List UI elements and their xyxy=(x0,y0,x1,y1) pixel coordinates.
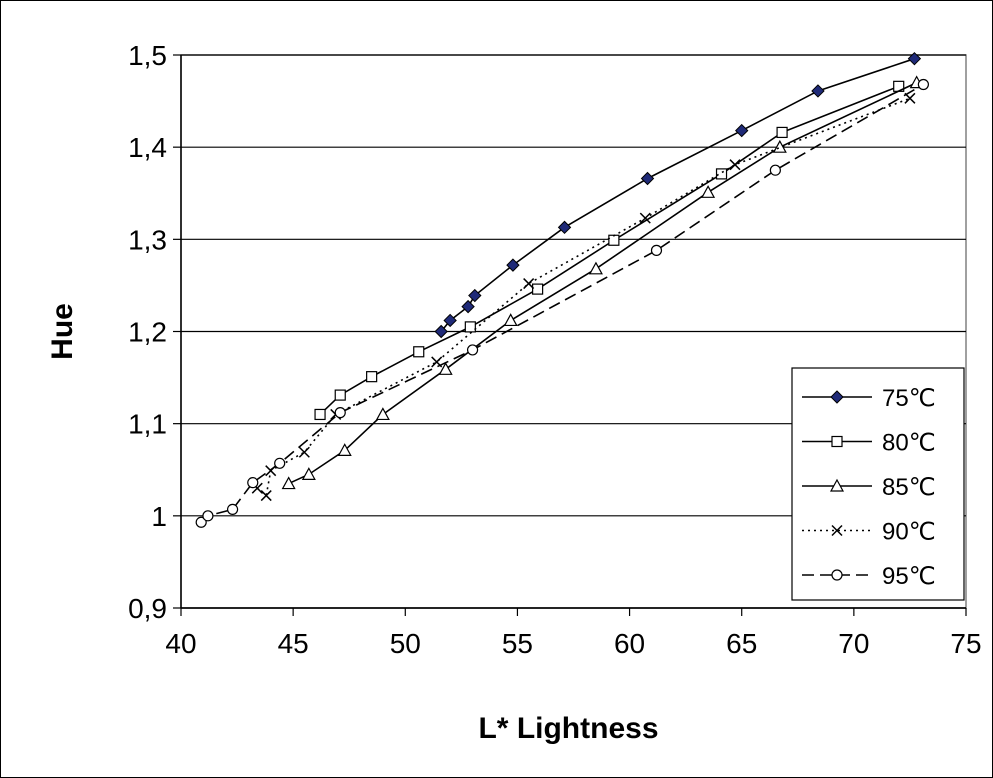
data-point xyxy=(274,457,286,469)
x-tick-label: 70 xyxy=(838,628,869,659)
data-point xyxy=(588,261,603,275)
x-tick-label: 60 xyxy=(614,628,645,659)
data-point xyxy=(461,299,475,314)
data-point xyxy=(337,443,352,456)
y-tick-label: 1 xyxy=(151,501,167,532)
data-point xyxy=(298,446,310,458)
legend-label: 95℃ xyxy=(882,563,936,590)
data-point xyxy=(314,408,326,421)
y-tick-label: 1,2 xyxy=(128,317,167,348)
data-point xyxy=(831,524,843,537)
series-2 xyxy=(314,80,905,421)
data-point xyxy=(639,212,651,224)
data-point-stroke xyxy=(260,490,272,502)
data-point xyxy=(413,346,425,358)
data-point xyxy=(503,313,518,327)
series-line xyxy=(200,83,924,523)
data-point-stroke xyxy=(431,356,443,368)
series-3 xyxy=(281,75,924,490)
y-tick-label: 1,3 xyxy=(128,224,167,255)
data-point-stroke xyxy=(298,446,310,458)
data-point xyxy=(226,503,239,515)
data-point xyxy=(443,313,457,328)
data-point xyxy=(776,126,788,139)
x-tick-label: 45 xyxy=(278,628,309,659)
data-point xyxy=(829,478,845,492)
data-point xyxy=(715,168,728,180)
y-tick-label: 0,9 xyxy=(128,593,167,624)
x-tick-label: 40 xyxy=(165,628,196,659)
data-point xyxy=(334,389,346,401)
x-axis-title: L* Lightness xyxy=(478,712,658,745)
data-point xyxy=(202,510,214,522)
data-point xyxy=(701,185,716,198)
data-point-stroke xyxy=(904,92,916,104)
data-point xyxy=(907,51,922,66)
data-point-stroke xyxy=(251,482,263,494)
x-tick-label: 50 xyxy=(390,628,421,659)
data-point-stroke xyxy=(729,159,741,171)
data-point xyxy=(532,283,544,295)
data-point xyxy=(557,220,572,235)
data-point xyxy=(366,371,378,383)
legend-label: 85℃ xyxy=(882,474,936,501)
legend-item: 90℃ xyxy=(802,519,936,546)
data-point xyxy=(466,344,479,356)
y-tick-label: 1,4 xyxy=(128,132,167,163)
series-line xyxy=(319,85,900,416)
data-point xyxy=(195,516,207,528)
y-axis-title: Hue xyxy=(46,303,79,360)
y-tick-label: 1,5 xyxy=(128,40,167,71)
data-point xyxy=(301,467,316,480)
data-point xyxy=(830,390,844,404)
legend-item: 75℃ xyxy=(802,385,936,412)
legend-item: 85℃ xyxy=(802,474,936,501)
data-point xyxy=(334,407,346,419)
data-point xyxy=(917,78,929,91)
legend-label: 80℃ xyxy=(882,430,936,457)
data-point xyxy=(523,278,535,290)
data-point-stroke xyxy=(523,278,535,290)
legend-item: 95℃ xyxy=(802,563,936,590)
series-line xyxy=(288,81,917,485)
data-point xyxy=(650,244,663,256)
legend-item: 80℃ xyxy=(802,430,936,457)
x-tick-label: 65 xyxy=(726,628,757,659)
data-point xyxy=(640,171,655,186)
data-point xyxy=(831,435,843,448)
legend-box xyxy=(791,367,965,601)
data-point xyxy=(375,407,390,421)
data-point xyxy=(260,490,272,502)
data-point xyxy=(831,569,843,581)
data-point xyxy=(735,123,749,138)
data-point xyxy=(247,477,259,489)
series-line xyxy=(440,57,915,333)
series-line xyxy=(256,97,911,498)
x-tick-label: 55 xyxy=(502,628,533,659)
data-point xyxy=(811,84,825,98)
x-tick-label: 75 xyxy=(950,628,981,659)
legend-label: 90℃ xyxy=(882,519,936,546)
data-point-stroke xyxy=(639,212,651,224)
data-point xyxy=(729,159,741,171)
data-point xyxy=(769,164,781,176)
data-point xyxy=(281,476,296,490)
legend: 75℃ 80℃ 85℃ 90℃ 95℃ xyxy=(791,367,965,601)
series-5 xyxy=(195,78,929,528)
legend-label: 75℃ xyxy=(882,385,936,412)
data-point xyxy=(438,362,453,375)
series-1 xyxy=(434,51,922,339)
data-point-stroke xyxy=(831,524,843,537)
data-point xyxy=(434,324,448,339)
data-point xyxy=(464,321,476,333)
data-point xyxy=(506,258,520,272)
y-tick-label: 1,1 xyxy=(128,409,167,440)
data-point xyxy=(468,288,482,303)
data-point xyxy=(608,234,620,246)
